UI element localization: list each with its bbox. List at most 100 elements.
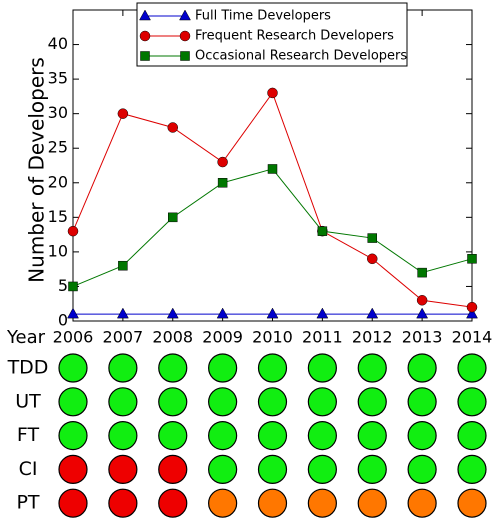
status-circle [208, 387, 238, 417]
x-tick-label: 2012 [352, 328, 393, 347]
status-circle [58, 488, 88, 518]
point [316, 307, 329, 319]
status-circle [158, 488, 188, 518]
point [367, 233, 377, 243]
row-label: PT [16, 492, 39, 514]
status-circle [357, 488, 387, 518]
status-circle [457, 387, 487, 417]
point [139, 9, 151, 21]
status-circle [307, 421, 337, 451]
status-circle [58, 387, 88, 417]
point [366, 307, 379, 319]
point [467, 254, 477, 264]
point [67, 225, 79, 237]
point [217, 156, 228, 168]
point [67, 307, 79, 319]
status-circle [58, 421, 88, 451]
point [140, 51, 150, 61]
status-circle [208, 454, 238, 484]
status-circle [307, 454, 337, 484]
x-tick-label: 2010 [252, 328, 293, 347]
point [179, 30, 191, 42]
status-circle [257, 421, 288, 451]
status-circle [58, 353, 88, 383]
point [416, 295, 428, 306]
status-circle [357, 353, 387, 383]
status-circle [158, 421, 188, 451]
status-circle [457, 488, 487, 518]
row-label: CI [19, 458, 38, 480]
x-tick-label: 2008 [152, 328, 193, 347]
status-circle [108, 421, 138, 451]
point [267, 87, 278, 99]
point [466, 307, 478, 319]
x-tick-label: 2009 [202, 328, 243, 347]
x-tick-label: 2013 [402, 328, 443, 347]
point [416, 307, 429, 319]
status-circle [158, 454, 188, 484]
status-circle [457, 454, 487, 484]
status-circle [407, 454, 437, 484]
x-tick-label: 2006 [53, 328, 94, 347]
status-circle [407, 488, 437, 518]
x-axis-label: Year [6, 327, 46, 348]
status-circle [357, 454, 387, 484]
status-circle [257, 488, 288, 518]
status-circle [307, 353, 337, 383]
status-circle [108, 387, 138, 417]
status-circle [58, 454, 88, 484]
y-tick-label: 20 [48, 172, 68, 191]
legend-label: Occasional Research Developers [195, 49, 407, 64]
x-tick-label: 2007 [103, 328, 144, 347]
point [216, 307, 229, 319]
point [168, 212, 178, 223]
y-tick-label: 35 [48, 69, 68, 88]
y-tick-label: 30 [48, 103, 68, 122]
status-circle [257, 454, 288, 484]
point [166, 307, 179, 319]
point [179, 9, 191, 21]
status-circle [357, 387, 387, 417]
point [117, 108, 129, 119]
status-circle [208, 421, 238, 451]
y-tick-label: 10 [48, 241, 68, 260]
point [180, 51, 190, 61]
status-circle [307, 488, 337, 518]
status-circle [457, 353, 487, 383]
status-circle [158, 387, 188, 417]
status-circle [108, 353, 138, 383]
status-circle [158, 353, 188, 383]
y-tick-label: 0 [58, 311, 68, 330]
status-circle [208, 488, 238, 518]
y-tick-label: 25 [48, 138, 68, 157]
x-tick-label: 2011 [302, 328, 343, 347]
row-label: TDD [7, 357, 49, 379]
series-line [72, 91, 473, 308]
series-line [72, 168, 473, 287]
status-circle [407, 421, 437, 451]
status-circle [307, 387, 337, 417]
point [267, 164, 278, 174]
status-circle [407, 387, 437, 417]
legend-label: Full Time Developers [195, 9, 331, 24]
point [466, 301, 478, 313]
point [167, 122, 178, 133]
row-label: UT [15, 390, 41, 412]
point [68, 281, 78, 292]
status-circle [108, 488, 138, 518]
status-circle [208, 353, 238, 383]
point [266, 307, 279, 319]
point [116, 307, 129, 319]
row-label: FT [17, 424, 40, 446]
status-circle [407, 353, 437, 383]
x-tick-label: 2014 [452, 328, 493, 347]
status-circle [257, 353, 288, 383]
y-axis-label: Number of Developers [25, 57, 49, 283]
legend-label: Frequent Research Developers [195, 29, 394, 44]
status-circle [108, 454, 138, 484]
point [317, 226, 328, 236]
status-circle [357, 421, 387, 451]
status-circle [457, 421, 487, 451]
